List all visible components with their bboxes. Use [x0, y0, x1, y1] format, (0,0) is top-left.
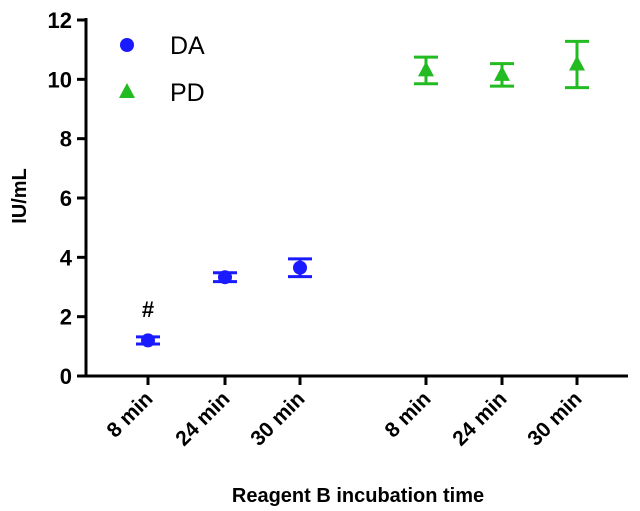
x-ticks: 8 min 24 min 30 min 8 min 24 min 30 min — [102, 376, 587, 451]
pd-point-group — [565, 39, 589, 90]
x-tick-label: 24 min — [448, 387, 511, 450]
y-axis-label: IU/mL — [9, 168, 31, 224]
da-point-group — [136, 333, 160, 348]
y-tick-label: 10 — [48, 67, 72, 92]
data-marks: # — [136, 39, 589, 348]
legend-marker-da — [120, 38, 134, 52]
pd-point-group — [414, 55, 438, 86]
data-point-circle — [218, 270, 232, 285]
x-tick-label: 24 min — [171, 387, 234, 450]
y-tick-label: 2 — [60, 305, 72, 330]
x-tick-label: 8 min — [380, 387, 435, 442]
legend-marker-pd — [119, 83, 135, 98]
da-point-group — [288, 257, 312, 279]
y-tick-label: 0 — [60, 364, 72, 389]
legend-label-da: DA — [170, 32, 205, 60]
pd-point-group — [490, 62, 514, 88]
data-point-circle — [293, 260, 307, 275]
y-tick-label: 8 — [60, 127, 72, 152]
y-ticks: 0 2 4 6 8 10 12 — [48, 8, 86, 389]
significance-annotation: # — [142, 297, 154, 322]
data-point-triangle — [418, 61, 434, 77]
legend-label-pd: PD — [170, 79, 205, 107]
x-tick-label: 30 min — [246, 387, 309, 450]
axes — [84, 18, 628, 378]
y-tick-label: 12 — [48, 8, 72, 33]
y-tick-label: 4 — [60, 245, 73, 270]
x-axis-label: Reagent B incubation time — [232, 485, 484, 507]
data-point-triangle — [569, 55, 585, 71]
da-point-group — [213, 270, 237, 285]
x-tick-label: 30 min — [523, 387, 586, 450]
data-point-triangle — [494, 65, 510, 81]
x-tick-label: 8 min — [102, 387, 157, 442]
y-tick-label: 6 — [60, 186, 72, 211]
data-point-circle — [141, 333, 155, 348]
legend: DA PD — [119, 32, 205, 107]
